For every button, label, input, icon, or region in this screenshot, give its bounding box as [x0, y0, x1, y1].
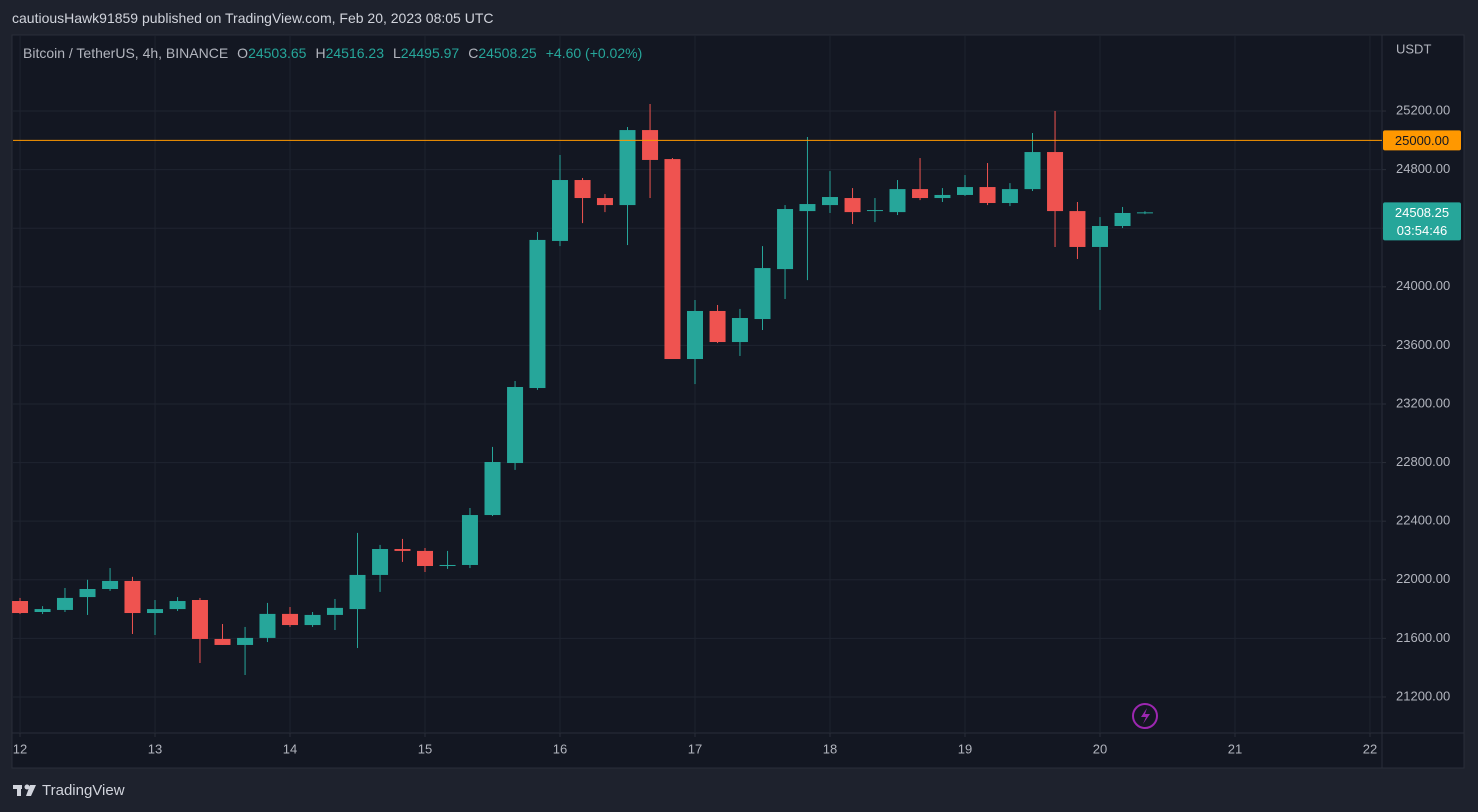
candle-body [484, 462, 501, 516]
lightning-icon [1132, 703, 1158, 729]
candle-body [79, 589, 96, 598]
candle-body [754, 268, 771, 320]
level-label: 25000.00 [1395, 133, 1449, 148]
candle-body [1069, 211, 1086, 247]
x-tick-label: 14 [283, 741, 297, 756]
price-label: 24508.25 [1395, 205, 1449, 220]
candle-body [866, 210, 883, 212]
candle-body [102, 580, 119, 590]
candle-body [731, 318, 748, 343]
candle-body [1136, 212, 1153, 214]
symbol: Bitcoin / TetherUS, 4h, BINANCE [23, 45, 229, 61]
y-tick-label: 25200.00 [1396, 102, 1450, 117]
y-tick-label: 22400.00 [1396, 513, 1450, 528]
candle-body [709, 310, 726, 343]
countdown: 03:54:46 [1397, 223, 1448, 238]
y-tick-label: 22000.00 [1396, 571, 1450, 586]
x-tick-label: 17 [688, 741, 702, 756]
high-value: 24516.23 [325, 45, 384, 61]
ohlc-key: H [315, 45, 326, 61]
y-tick-label: 23600.00 [1396, 337, 1450, 352]
y-tick-label: 24000.00 [1396, 278, 1450, 293]
candle-body [417, 550, 434, 567]
x-tick-label: 21 [1228, 741, 1242, 756]
y-tick-label: 22800.00 [1396, 454, 1450, 469]
x-tick-label: 19 [958, 741, 972, 756]
x-tick-label: 15 [418, 741, 432, 756]
close-value: 24508.25 [478, 45, 537, 61]
candle-body [574, 180, 591, 199]
publish-header: cautiousHawk91859 published on TradingVi… [12, 10, 494, 26]
y-tick-label: 23200.00 [1396, 395, 1450, 410]
candle-body [124, 580, 141, 614]
candle-body [529, 239, 546, 389]
candle-body [191, 599, 208, 639]
level-label-box [1383, 130, 1461, 151]
candle-body [507, 387, 524, 464]
candle-body [799, 204, 816, 212]
x-tick-label: 12 [13, 741, 27, 756]
open-value: 24503.65 [248, 45, 307, 61]
candle-body [304, 614, 321, 626]
candle-body [237, 637, 254, 645]
candle-body [439, 564, 456, 567]
x-tick-label: 22 [1363, 741, 1377, 756]
candle-body [394, 549, 411, 551]
candle-body [214, 638, 231, 645]
candle-body [596, 198, 613, 206]
candle-body [619, 130, 636, 206]
candle-body [979, 187, 996, 204]
x-tick-label: 13 [148, 741, 162, 756]
ohlc-key: C [468, 45, 479, 61]
candle-body [912, 189, 929, 199]
price-unit: USDT [1396, 41, 1431, 56]
candle-body [147, 609, 164, 614]
candle-body [934, 194, 951, 199]
candle-body [1047, 152, 1064, 212]
ohlc-key: L [393, 45, 401, 61]
candle-body [1024, 152, 1041, 190]
candle-body [169, 601, 186, 610]
candle-body [956, 187, 973, 195]
y-tick-label: 24800.00 [1396, 161, 1450, 176]
footer-brand: TradingView [42, 782, 125, 799]
ohlc-key: O [237, 45, 249, 61]
x-tick-label: 16 [553, 741, 567, 756]
candle-body [1114, 212, 1131, 227]
change: +4.60 (+0.02%) [545, 45, 643, 61]
candle-body [259, 613, 276, 638]
logo [13, 784, 36, 796]
candle-body [34, 609, 51, 613]
candle-body [821, 197, 838, 206]
candle-body [777, 209, 794, 270]
y-tick-label: 21600.00 [1396, 630, 1450, 645]
candle-body [372, 549, 389, 575]
candle-body [687, 310, 704, 360]
x-tick-label: 20 [1093, 741, 1107, 756]
low-value: 24495.97 [400, 45, 460, 61]
candle-body [642, 130, 659, 160]
y-tick-label: 21200.00 [1396, 688, 1450, 703]
candle-body [889, 189, 906, 213]
candle-body [552, 180, 569, 241]
price-label-box [1383, 202, 1461, 241]
candle-body [56, 597, 73, 610]
x-tick-label: 18 [823, 741, 837, 756]
candle-body [282, 613, 299, 626]
candle-body [1091, 226, 1108, 247]
candle-body [326, 607, 343, 615]
candle-body [664, 159, 681, 360]
candle-body [1001, 189, 1018, 204]
candle-body [461, 515, 478, 565]
candle-body [12, 601, 29, 614]
chart-panel [11, 34, 1465, 769]
candle-body [844, 198, 861, 213]
legend: Bitcoin / TetherUS, 4h, BINANCE O24503.65… [23, 45, 642, 61]
candle-body [349, 574, 366, 610]
